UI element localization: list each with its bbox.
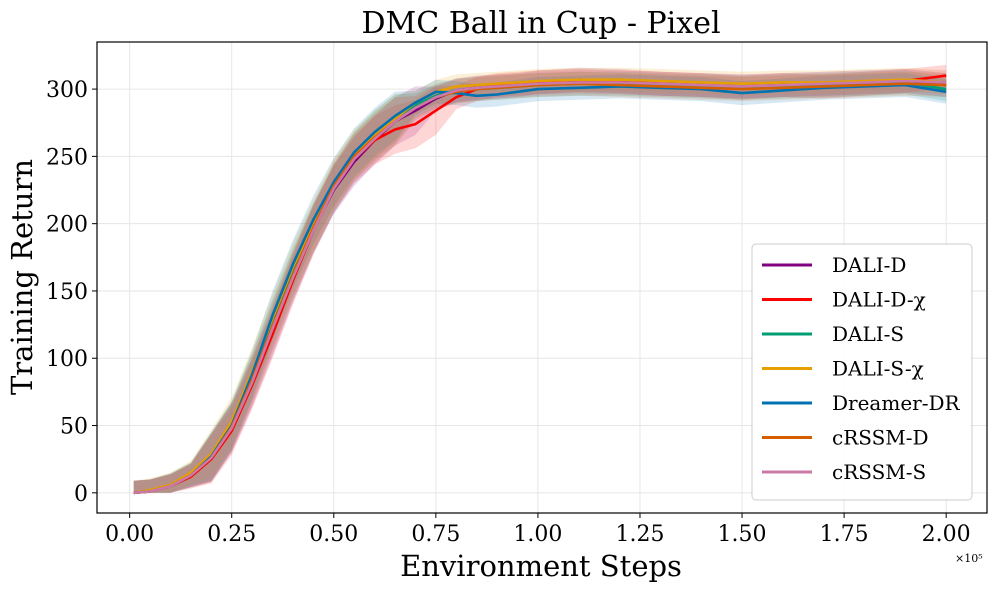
plot-frame bbox=[96, 41, 988, 514]
legend-label: DALI-D-χ bbox=[832, 288, 926, 312]
legend-label: cRSSM-S bbox=[832, 460, 926, 484]
y-tick-label: 300 bbox=[46, 78, 88, 103]
y-tick-label: 250 bbox=[46, 145, 88, 170]
chart-title: DMC Ball in Cup - Pixel bbox=[361, 6, 720, 41]
y-tick-label: 200 bbox=[46, 213, 88, 238]
legend-label: DALI-S-χ bbox=[832, 357, 924, 381]
x-axis-offset-label: ×10⁵ bbox=[955, 552, 983, 565]
series-line-6 bbox=[133, 79, 947, 495]
x-tick-label: 1.00 bbox=[513, 522, 562, 547]
legend-label: DALI-S bbox=[832, 322, 904, 346]
legend-label: cRSSM-D bbox=[832, 426, 929, 450]
legend-label: DALI-D bbox=[832, 253, 906, 277]
band-dali-s-χ bbox=[133, 67, 947, 493]
y-tick-label: 100 bbox=[46, 347, 88, 372]
x-axis-label: Environment Steps bbox=[400, 549, 682, 583]
x-tick-label: 0.25 bbox=[207, 522, 256, 547]
legend: DALI-D DALI-D-χ DALI-S DALI-S-χ Dreamer-DR cR… bbox=[751, 243, 973, 501]
x-tick-label: 1.50 bbox=[718, 522, 767, 547]
band-dali-d bbox=[133, 67, 947, 493]
x-tick-label: 0.75 bbox=[411, 522, 460, 547]
y-tick-label: 50 bbox=[60, 415, 88, 440]
ticks: 0.00 0.25 0.50 0.75 1.00 1.25 1.50 1.75 2.00 0 50 1… bbox=[46, 78, 971, 547]
y-axis-label: Training Return bbox=[5, 159, 39, 395]
x-tick-label: 0.00 bbox=[105, 522, 154, 547]
x-tick-label: 2.00 bbox=[922, 522, 971, 547]
y-tick-label: 0 bbox=[74, 482, 88, 507]
x-tick-label: 1.75 bbox=[820, 522, 869, 547]
x-tick-label: 0.50 bbox=[309, 522, 358, 547]
band-crssm-s bbox=[133, 69, 947, 493]
band-dali-d-χ bbox=[133, 64, 947, 493]
x-tick-label: 1.25 bbox=[615, 522, 664, 547]
y-tick-label: 150 bbox=[46, 280, 88, 305]
legend-label: Dreamer-DR bbox=[832, 391, 961, 415]
series-lines bbox=[133, 74, 947, 495]
